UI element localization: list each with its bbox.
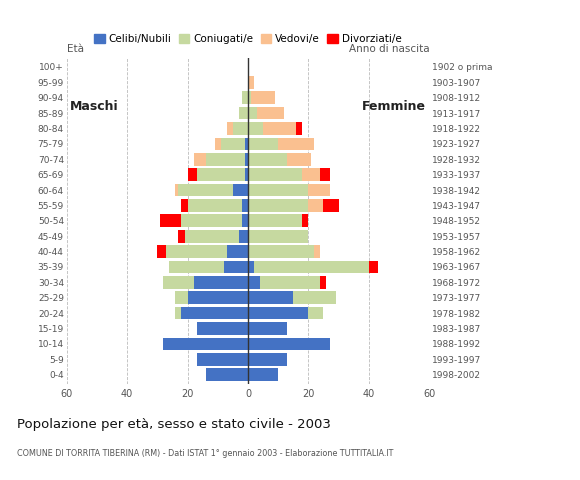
Bar (215, 137, 221, 150)
Bar (248, 168, 302, 181)
Bar (182, 215, 242, 227)
Text: Popolazione per età, sesso e stato civile - 2003: Popolazione per età, sesso e stato civil… (17, 418, 331, 431)
Bar (309, 199, 324, 212)
Bar (248, 245, 314, 258)
Bar (248, 122, 263, 135)
Bar (248, 153, 287, 166)
Bar (179, 230, 184, 242)
Text: Femmine: Femmine (362, 100, 426, 113)
Bar (263, 122, 296, 135)
Bar (248, 276, 260, 288)
Text: Maschi: Maschi (70, 100, 118, 113)
Text: Età: Età (67, 44, 84, 54)
Bar (314, 245, 320, 258)
Bar (302, 215, 309, 227)
Bar (248, 337, 329, 350)
Bar (248, 184, 309, 196)
Bar (293, 291, 336, 304)
Bar (245, 137, 248, 150)
Bar (260, 276, 320, 288)
Bar (197, 168, 245, 181)
Bar (248, 199, 309, 212)
Bar (194, 276, 248, 288)
Bar (287, 153, 311, 166)
Text: Anno di nascita: Anno di nascita (349, 44, 429, 54)
Bar (254, 261, 369, 273)
Bar (227, 122, 233, 135)
Bar (166, 245, 227, 258)
Bar (182, 199, 187, 212)
Bar (296, 122, 302, 135)
Bar (248, 307, 309, 320)
Bar (248, 369, 278, 381)
Bar (248, 215, 302, 227)
Bar (242, 199, 248, 212)
Bar (206, 369, 248, 381)
Bar (160, 215, 182, 227)
Bar (248, 261, 254, 273)
Bar (309, 184, 329, 196)
Bar (278, 137, 314, 150)
Bar (245, 168, 248, 181)
Bar (175, 291, 187, 304)
Bar (184, 230, 239, 242)
Bar (169, 261, 224, 273)
Bar (239, 230, 248, 242)
Bar (257, 107, 284, 120)
Bar (227, 245, 248, 258)
Bar (320, 276, 327, 288)
Bar (369, 261, 378, 273)
Legend: Celibi/Nubili, Coniugati/e, Vedovi/e, Divorziati/e: Celibi/Nubili, Coniugati/e, Vedovi/e, Di… (90, 30, 406, 48)
Bar (233, 122, 248, 135)
Bar (248, 230, 309, 242)
Bar (248, 291, 293, 304)
Bar (175, 184, 179, 196)
Bar (197, 353, 248, 366)
Text: COMUNE DI TORRITA TIBERINA (RM) - Dati ISTAT 1° gennaio 2003 - Elaborazione TUTT: COMUNE DI TORRITA TIBERINA (RM) - Dati I… (17, 449, 394, 458)
Bar (248, 322, 287, 335)
Bar (233, 184, 248, 196)
Bar (302, 168, 320, 181)
Bar (194, 153, 206, 166)
Bar (242, 91, 248, 104)
Bar (248, 107, 257, 120)
Bar (206, 153, 245, 166)
Bar (187, 199, 242, 212)
Bar (248, 353, 287, 366)
Bar (224, 261, 248, 273)
Bar (248, 137, 278, 150)
Bar (164, 337, 248, 350)
Bar (179, 184, 233, 196)
Bar (242, 215, 248, 227)
Bar (324, 199, 339, 212)
Bar (187, 291, 248, 304)
Bar (182, 307, 248, 320)
Bar (245, 153, 248, 166)
Bar (248, 91, 251, 104)
Bar (320, 168, 329, 181)
Bar (175, 307, 182, 320)
Bar (164, 276, 194, 288)
Bar (248, 76, 254, 88)
Bar (197, 322, 248, 335)
Bar (221, 137, 245, 150)
Bar (309, 307, 324, 320)
Bar (239, 107, 248, 120)
Bar (251, 91, 275, 104)
Bar (187, 168, 197, 181)
Bar (157, 245, 166, 258)
